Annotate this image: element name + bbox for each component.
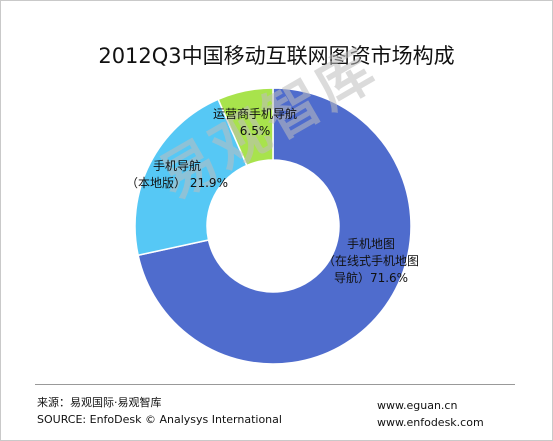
- slice-label-mobile-map-line1: 手机地图: [346, 237, 395, 251]
- slice-label-carrier-nav-line1: 运营商手机导航: [212, 107, 297, 121]
- slice-mobile-map: [137, 87, 412, 365]
- source-en: SOURCE: EnfoDesk © Analysys Internationa…: [37, 413, 282, 426]
- slice-label-carrier-nav-line2: 6.5%: [239, 124, 271, 138]
- slice-carrier-nav: [217, 87, 274, 167]
- url-enfodesk-link[interactable]: www.enfodesk.com: [377, 416, 484, 429]
- slice-label-mobile-map: 手机地图 （在线式手机地图 导航）71.6%: [316, 236, 426, 287]
- footer-divider: [35, 384, 515, 385]
- chart-title: 2012Q3中国移动互联网图资市场构成: [98, 44, 455, 68]
- url-eguan-link[interactable]: www.eguan.cn: [377, 399, 458, 412]
- slice-label-local-nav: 手机导航 （本地版） 21.9%: [122, 158, 232, 192]
- source-cn: 来源：易观国际·易观智库: [37, 396, 162, 409]
- slice-local-nav: [134, 98, 248, 257]
- slice-label-mobile-map-line3: 导航）71.6%: [333, 271, 409, 285]
- slice-label-mobile-map-line2: （在线式手机地图: [322, 254, 419, 268]
- slice-label-local-nav-line1: 手机导航: [152, 159, 201, 173]
- slice-label-local-nav-line2: （本地版） 21.9%: [126, 176, 228, 190]
- slice-label-carrier-nav: 运营商手机导航 6.5%: [200, 106, 310, 140]
